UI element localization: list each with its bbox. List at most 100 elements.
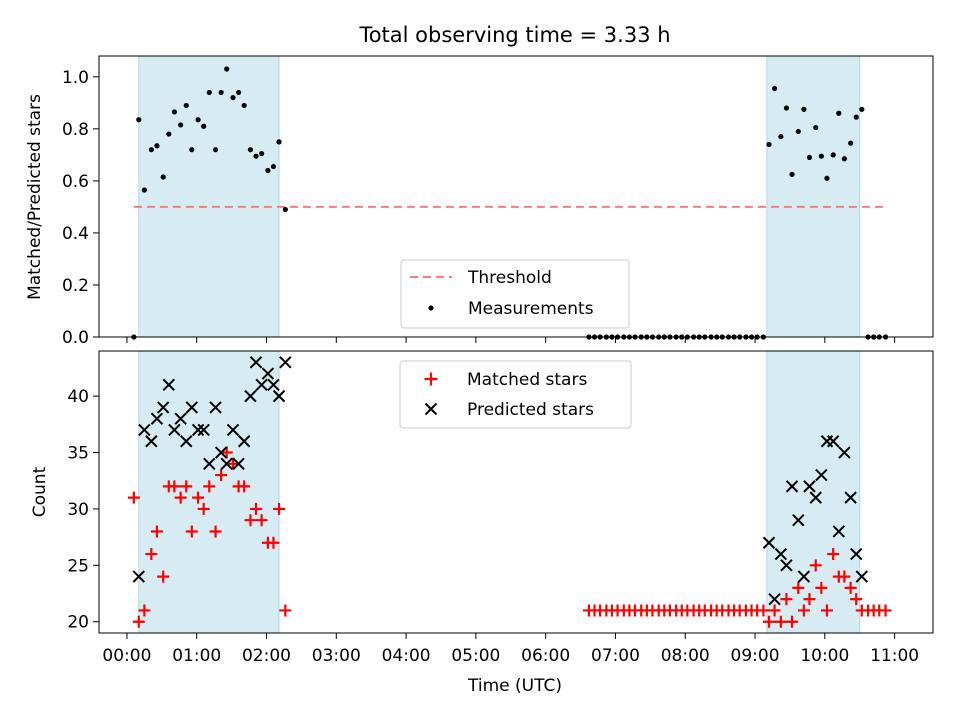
predicted-star-point	[832, 525, 845, 538]
matched-star-point	[757, 604, 770, 617]
measurement-point	[813, 124, 819, 131]
ratio-y-axis-label: Matched/Predicted stars	[25, 94, 45, 300]
measurement-point	[195, 117, 201, 123]
ratio-panel: 0.0 0.2 0.4 0.6 0.8 1.0 Total observing time …	[25, 23, 934, 348]
x-tick-label: 09:00	[731, 646, 780, 666]
observing-window-band	[138, 55, 280, 338]
matched-star-point	[145, 548, 158, 561]
matched-star-point	[226, 457, 239, 470]
count-legend: Matched stars Predicted stars	[399, 360, 632, 429]
matched-star-point	[132, 615, 145, 628]
measurement-point	[783, 105, 790, 111]
ratio-panel-frame	[98, 55, 934, 338]
matched-star-point	[215, 469, 228, 482]
matched-star-point	[220, 446, 233, 459]
predicted-star-point	[785, 480, 799, 493]
predicted-star-point	[792, 513, 805, 527]
predicted-star-point	[132, 570, 145, 583]
y-tick-label: 1.0	[62, 68, 89, 88]
measurement-point	[235, 89, 242, 96]
measurement-point	[171, 109, 177, 115]
measurement-point	[241, 102, 247, 109]
matched-star-point	[185, 525, 198, 538]
measurement-point	[141, 187, 147, 193]
predicted-star-point	[174, 412, 187, 425]
chart-title: Total observing time = 3.33 h	[358, 23, 670, 47]
count-y-ticks: 20 25 30 35 40	[67, 387, 99, 633]
x-tick-label: 03:00	[312, 646, 361, 666]
predicted-star-point	[279, 356, 292, 369]
predicted-star-point	[809, 491, 822, 504]
predicted-star-point	[762, 536, 776, 549]
predicted-star-point	[162, 378, 175, 392]
measurement-point	[801, 106, 807, 112]
matched-star-point	[244, 514, 257, 527]
matched-star-point	[203, 480, 216, 493]
predicted-star-point	[138, 423, 151, 437]
measurement-point	[247, 147, 254, 153]
predicted-star-point	[214, 446, 228, 459]
predicted-star-point	[185, 401, 199, 414]
matched-star-point	[820, 604, 833, 617]
time-x-axis-label: Time (UTC)	[467, 676, 562, 696]
matched-star-point	[150, 525, 163, 538]
ratio-y-ticks: 0.0 0.2 0.4 0.6 0.8 1.0	[62, 68, 99, 348]
measurement-point	[166, 131, 172, 137]
matched-star-points	[127, 446, 892, 628]
measurement-point	[224, 66, 230, 72]
measurement-point	[212, 147, 219, 153]
matched-star-point	[768, 604, 781, 617]
matched-star-point	[250, 502, 263, 515]
measurement-point	[253, 153, 259, 159]
y-tick-label: 40	[67, 387, 89, 407]
predicted-star-point	[797, 570, 811, 583]
predicted-star-point	[850, 547, 863, 561]
count-panel-frame	[98, 350, 934, 634]
measurement-point	[270, 163, 277, 170]
matched-star-point	[780, 593, 793, 606]
predicted-legend-swatch	[424, 402, 438, 416]
observing-window-band	[766, 55, 861, 338]
matched-star-point	[138, 604, 151, 617]
matched-star-point	[792, 581, 805, 594]
measurement-point	[859, 106, 865, 112]
x-tick-label: 02:00	[242, 646, 291, 666]
predicted-star-point	[157, 401, 170, 414]
predicted-star-point	[191, 423, 205, 437]
matched-star-point	[762, 615, 775, 628]
y-tick-label: 0.0	[62, 328, 89, 348]
predicted-star-point	[272, 389, 286, 403]
measurement-point	[136, 117, 142, 123]
matched-star-point	[774, 615, 787, 628]
measurement-point	[201, 123, 207, 129]
time-x-ticks: 00:00 01:00 02:00 03:00 04:00 05:00 06:00 07:00…	[102, 633, 919, 666]
measurement-point	[276, 139, 282, 145]
x-tick-label: 04:00	[382, 646, 431, 666]
measurement-point	[206, 89, 212, 96]
matched-star-point	[157, 570, 170, 583]
ratio-legend: Threshold Measurements	[400, 259, 630, 329]
x-tick-label: 08:00	[661, 646, 710, 666]
predicted-star-point	[249, 356, 263, 369]
predicted-star-point	[855, 570, 869, 583]
predicted-star-point	[145, 435, 158, 448]
x-tick-label: 11:00	[870, 646, 919, 666]
y-tick-label: 0.4	[62, 224, 89, 244]
y-tick-label: 20	[67, 613, 89, 633]
predicted-star-point	[237, 435, 251, 448]
measurement-point	[178, 122, 184, 128]
matched-star-point	[127, 491, 140, 504]
x-tick-label: 00:00	[102, 646, 151, 666]
predicted-star-point	[209, 401, 222, 414]
measurement-point	[218, 89, 224, 96]
measurement-point	[189, 147, 195, 153]
predicted-star-point	[150, 412, 164, 425]
predicted-legend-label: Predicted stars	[467, 400, 594, 420]
predicted-star-point	[226, 423, 240, 437]
predicted-star-point	[803, 480, 816, 493]
matched-star-point	[786, 615, 799, 628]
matched-star-point	[197, 502, 210, 515]
predicted-star-point	[220, 457, 233, 471]
matched-star-point	[192, 491, 205, 504]
count-y-axis-label: Count	[30, 466, 50, 517]
